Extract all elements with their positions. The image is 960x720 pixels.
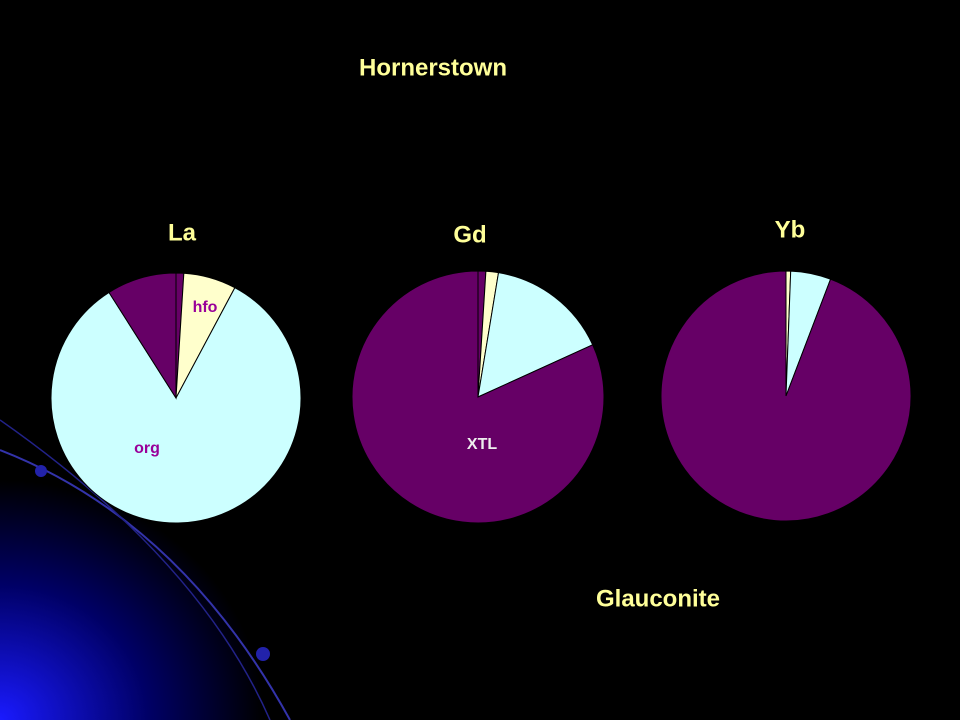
pie-title: Yb — [775, 216, 806, 243]
slice-label: hfo — [193, 299, 218, 316]
slide-caption: Glauconite — [596, 585, 720, 612]
decor-dot — [256, 647, 270, 661]
decor-arc — [0, 449, 291, 720]
pie-title: La — [168, 219, 197, 246]
decor-dot — [35, 465, 47, 477]
slide-title: Hornerstown — [359, 54, 507, 81]
slice-label: XTL — [467, 436, 497, 453]
slice-label: org — [134, 440, 160, 457]
pie-slice — [477, 272, 594, 398]
pie-title: Gd — [453, 221, 486, 248]
decor-arc — [0, 419, 271, 720]
pie-slice — [351, 270, 605, 524]
pie-slice — [108, 272, 177, 400]
decor-glow — [0, 420, 330, 720]
pie-slice — [660, 270, 912, 522]
pie-slice — [50, 287, 302, 524]
